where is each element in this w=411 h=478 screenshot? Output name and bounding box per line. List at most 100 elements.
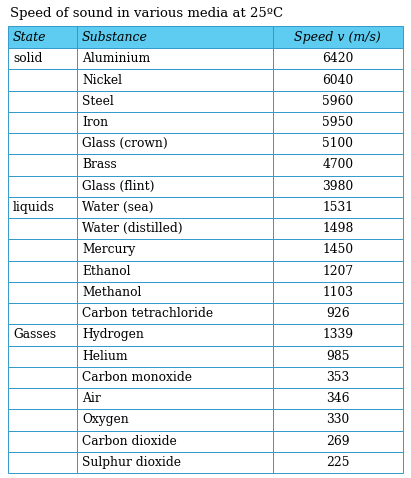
- Bar: [77, 91, 272, 112]
- Text: 985: 985: [326, 350, 350, 363]
- Bar: [8, 69, 77, 91]
- Text: 330: 330: [326, 413, 349, 426]
- Text: Hydrogen: Hydrogen: [82, 328, 144, 341]
- Bar: [8, 197, 77, 218]
- Text: 269: 269: [326, 435, 350, 447]
- Bar: [77, 388, 272, 409]
- Text: Brass: Brass: [82, 159, 117, 172]
- Bar: [77, 282, 272, 303]
- Bar: [77, 26, 272, 48]
- Bar: [272, 69, 403, 91]
- Bar: [77, 218, 272, 239]
- Text: Carbon tetrachloride: Carbon tetrachloride: [82, 307, 213, 320]
- Bar: [272, 452, 403, 473]
- Bar: [272, 112, 403, 133]
- Text: 5100: 5100: [322, 137, 353, 150]
- Bar: [77, 367, 272, 388]
- Bar: [272, 367, 403, 388]
- Text: Mercury: Mercury: [82, 243, 135, 257]
- Bar: [77, 346, 272, 367]
- Bar: [272, 261, 403, 282]
- Bar: [8, 452, 77, 473]
- Text: 6420: 6420: [322, 52, 353, 65]
- Bar: [8, 282, 77, 303]
- Bar: [77, 112, 272, 133]
- Text: 346: 346: [326, 392, 350, 405]
- Bar: [8, 261, 77, 282]
- Text: 1498: 1498: [322, 222, 353, 235]
- Text: Air: Air: [82, 392, 101, 405]
- Text: 1339: 1339: [322, 328, 353, 341]
- Text: Glass (crown): Glass (crown): [82, 137, 168, 150]
- Bar: [272, 303, 403, 324]
- Text: Sulphur dioxide: Sulphur dioxide: [82, 456, 181, 469]
- Bar: [272, 175, 403, 197]
- Bar: [8, 133, 77, 154]
- Bar: [77, 324, 272, 346]
- Text: 353: 353: [326, 371, 349, 384]
- Bar: [8, 324, 77, 346]
- Bar: [8, 175, 77, 197]
- Bar: [272, 282, 403, 303]
- Bar: [272, 133, 403, 154]
- Bar: [8, 154, 77, 175]
- Text: 1450: 1450: [322, 243, 353, 257]
- Text: 225: 225: [326, 456, 350, 469]
- Text: State: State: [13, 31, 46, 43]
- Text: solid: solid: [13, 52, 42, 65]
- Bar: [8, 431, 77, 452]
- Text: Steel: Steel: [82, 95, 114, 108]
- Bar: [8, 409, 77, 431]
- Text: Carbon monoxide: Carbon monoxide: [82, 371, 192, 384]
- Bar: [77, 48, 272, 69]
- Bar: [77, 303, 272, 324]
- Bar: [77, 197, 272, 218]
- Bar: [272, 409, 403, 431]
- Text: Nickel: Nickel: [82, 74, 122, 87]
- Text: Carbon dioxide: Carbon dioxide: [82, 435, 177, 447]
- Text: Iron: Iron: [82, 116, 108, 129]
- Bar: [77, 452, 272, 473]
- Text: Aluminium: Aluminium: [82, 52, 150, 65]
- Bar: [8, 91, 77, 112]
- Text: Speed v (m/s): Speed v (m/s): [294, 31, 381, 43]
- Text: Methanol: Methanol: [82, 286, 141, 299]
- Bar: [8, 112, 77, 133]
- Bar: [8, 346, 77, 367]
- Bar: [8, 303, 77, 324]
- Bar: [77, 69, 272, 91]
- Bar: [8, 26, 77, 48]
- Text: 1207: 1207: [322, 265, 353, 278]
- Text: 3980: 3980: [322, 180, 353, 193]
- Bar: [8, 48, 77, 69]
- Text: Oxygen: Oxygen: [82, 413, 129, 426]
- Text: Ethanol: Ethanol: [82, 265, 131, 278]
- Text: Speed of sound in various media at 25ºC: Speed of sound in various media at 25ºC: [10, 7, 283, 20]
- Text: Water (sea): Water (sea): [82, 201, 154, 214]
- Bar: [272, 324, 403, 346]
- Text: 1531: 1531: [322, 201, 353, 214]
- Bar: [77, 133, 272, 154]
- Text: Helium: Helium: [82, 350, 128, 363]
- Bar: [272, 26, 403, 48]
- Bar: [272, 48, 403, 69]
- Bar: [8, 218, 77, 239]
- Text: 6040: 6040: [322, 74, 353, 87]
- Bar: [272, 154, 403, 175]
- Text: liquids: liquids: [13, 201, 55, 214]
- Bar: [8, 367, 77, 388]
- Bar: [272, 239, 403, 261]
- Text: Water (distilled): Water (distilled): [82, 222, 183, 235]
- Bar: [272, 218, 403, 239]
- Bar: [272, 346, 403, 367]
- Text: Gasses: Gasses: [13, 328, 56, 341]
- Text: 5950: 5950: [322, 116, 353, 129]
- Bar: [272, 91, 403, 112]
- Bar: [77, 154, 272, 175]
- Bar: [77, 239, 272, 261]
- Bar: [77, 431, 272, 452]
- Bar: [272, 197, 403, 218]
- Bar: [8, 388, 77, 409]
- Bar: [77, 175, 272, 197]
- Bar: [272, 388, 403, 409]
